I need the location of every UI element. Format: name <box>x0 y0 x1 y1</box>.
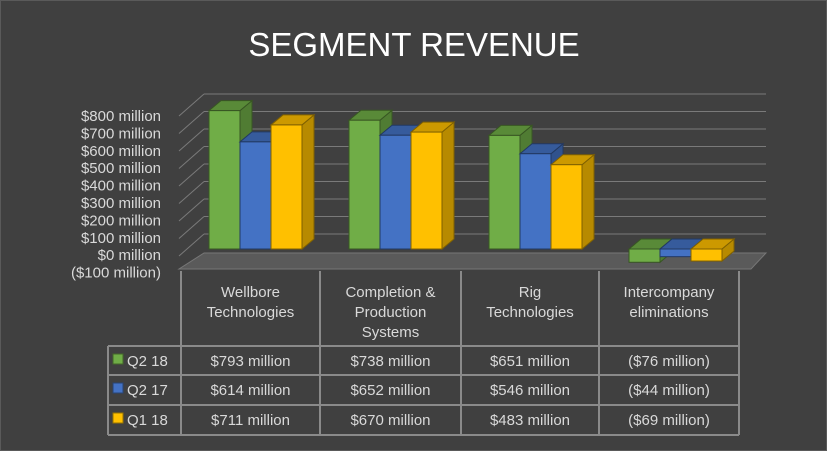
gridline-depth <box>178 111 205 134</box>
bar-q2-18 <box>348 119 381 250</box>
data-table-cell: $793 million <box>210 353 290 370</box>
data-table-cell: $738 million <box>350 353 430 370</box>
chart-title: SEGMENT REVENUE <box>248 26 579 63</box>
y-tick-label: $700 million <box>81 125 161 142</box>
gridline-depth <box>178 128 205 152</box>
bar-q1-18 <box>690 248 723 262</box>
bar-q2-17 <box>379 134 412 250</box>
gridline-depth <box>178 198 205 222</box>
category-label: Systems <box>362 324 420 341</box>
data-table-cell: $670 million <box>350 412 430 429</box>
data-table-cell: ($44 million) <box>628 382 710 399</box>
category-label: Rig <box>519 284 542 301</box>
y-tick-label: ($100 million) <box>71 265 161 282</box>
legend-label: Q2 18 <box>127 353 168 370</box>
legend-swatch <box>112 353 124 365</box>
y-tick-label: $300 million <box>81 195 161 212</box>
chart-floor <box>177 252 768 270</box>
y-tick-label: $500 million <box>81 160 161 177</box>
y-tick-label: $200 million <box>81 212 161 229</box>
category-label: Production <box>355 304 427 321</box>
bar-side <box>301 113 315 251</box>
category-label: Intercompany <box>624 284 715 301</box>
data-table-cell: $546 million <box>490 382 570 399</box>
legend-label: Q2 17 <box>127 382 168 399</box>
bar-q1-18 <box>270 124 303 250</box>
y-tick-label: $0 million <box>98 247 161 264</box>
gridline-depth <box>178 181 205 204</box>
bar-q2-17 <box>239 141 272 250</box>
legend-swatch <box>112 382 124 394</box>
bar-q2-17 <box>519 153 552 250</box>
gridline-depth <box>178 233 205 257</box>
gridline-depth <box>178 216 205 239</box>
category-label: Completion & <box>345 284 435 301</box>
data-table-cell: ($76 million) <box>628 353 710 370</box>
gridline-depth <box>178 93 205 117</box>
bar-q1-18 <box>550 164 583 250</box>
bar-q2-18 <box>488 134 521 250</box>
gridline-depth <box>178 163 205 187</box>
legend-swatch <box>112 412 124 424</box>
bar-q2-17 <box>659 248 692 258</box>
y-tick-label: $400 million <box>81 178 161 195</box>
y-tick-label: $800 million <box>81 108 161 125</box>
bar-side <box>441 121 455 251</box>
y-tick-label: $100 million <box>81 230 161 247</box>
data-table-cell: ($69 million) <box>628 412 710 429</box>
bar-side <box>581 153 595 251</box>
category-label: eliminations <box>629 304 708 321</box>
legend-label: Q1 18 <box>127 412 168 429</box>
bar-q2-18 <box>628 248 661 263</box>
data-table-cell: $483 million <box>490 412 570 429</box>
bar-q1-18 <box>410 131 443 250</box>
data-table-cell: $651 million <box>490 353 570 370</box>
data-table-cell: $614 million <box>210 382 290 399</box>
y-tick-label: $600 million <box>81 143 161 160</box>
data-table-cell: $711 million <box>211 412 290 429</box>
bar-q2-18 <box>208 110 241 250</box>
data-table-cell: $652 million <box>350 382 430 399</box>
category-label: Technologies <box>486 304 574 321</box>
category-label: Technologies <box>207 304 295 321</box>
gridline-depth <box>178 146 205 169</box>
category-label: Wellbore <box>221 284 280 301</box>
